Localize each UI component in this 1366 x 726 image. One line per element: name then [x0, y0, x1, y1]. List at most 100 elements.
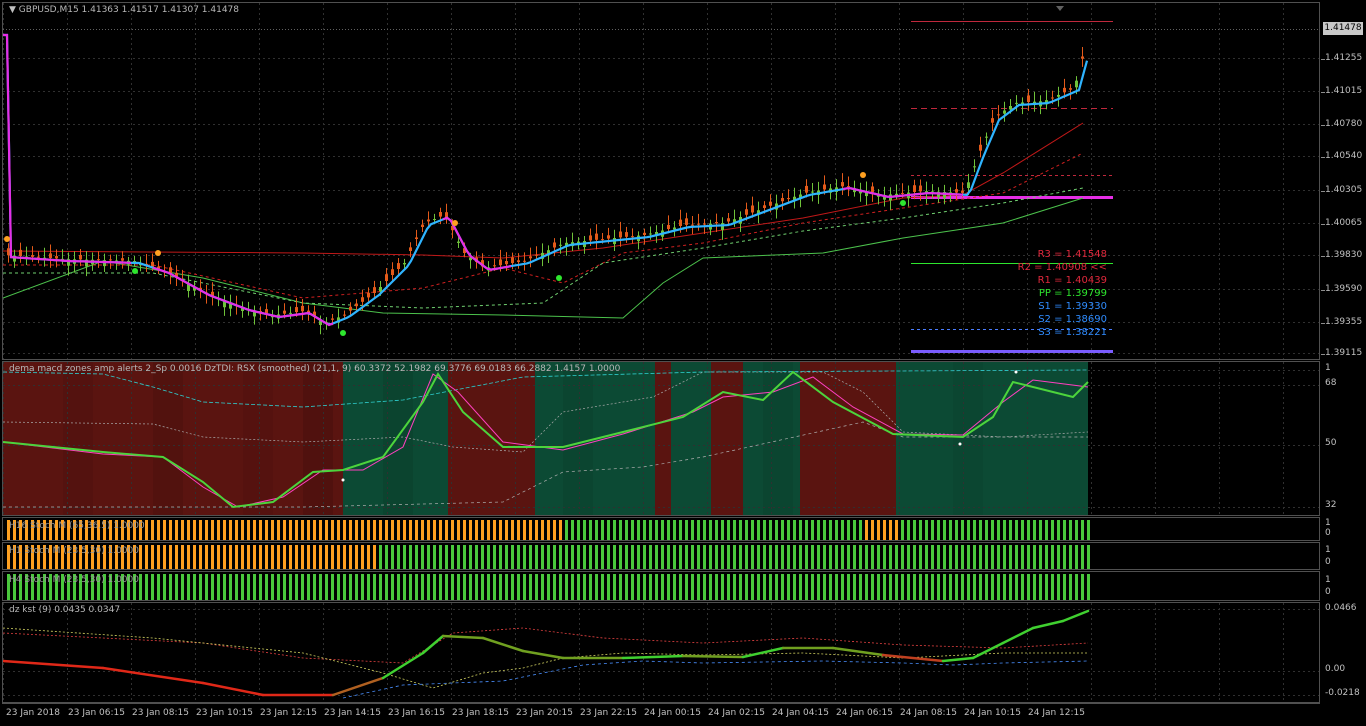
- stoch-bar: [151, 545, 154, 569]
- stoch-bar: [319, 545, 322, 569]
- tdi-indicator-pane[interactable]: dema macd zones amp alerts 2_Sp 0.0016 D…: [2, 361, 1320, 516]
- stoch-bar: [463, 545, 466, 569]
- stoch-bar: [1051, 545, 1054, 569]
- stoch-bar: [913, 574, 916, 600]
- stoch-bar: [595, 545, 598, 569]
- pivot-label: S3 = 1.38221: [1038, 327, 1107, 338]
- stoch-bar: [421, 545, 424, 569]
- stoch-bar: [655, 545, 658, 569]
- stoch-h4-pane[interactable]: H4 Stoch M (23,5,30) 1.0000: [2, 571, 1320, 601]
- slow-ma-green: [3, 197, 1084, 319]
- stoch-bar: [457, 574, 460, 600]
- stoch-bar: [751, 574, 754, 600]
- stoch-bar: [205, 520, 208, 540]
- stoch-bar: [583, 520, 586, 540]
- stoch-bar: [199, 574, 202, 600]
- main-chart-pane[interactable]: ▼ GBPUSD,M15 1.41363 1.41517 1.41307 1.4…: [2, 2, 1320, 360]
- stoch-bar: [811, 520, 814, 540]
- stoch-bar: [127, 520, 130, 540]
- stoch-bar: [493, 574, 496, 600]
- stoch-bar: [1033, 520, 1036, 540]
- stoch-h16-pane[interactable]: H16 Stoch M (65,36,5) 1.0000: [2, 517, 1320, 541]
- candle: [523, 260, 526, 262]
- candle: [601, 239, 604, 241]
- stoch-bar: [283, 574, 286, 600]
- stoch-bar: [457, 520, 460, 540]
- stoch-bar: [835, 545, 838, 569]
- stoch-bar: [109, 545, 112, 569]
- stoch-bar: [697, 545, 700, 569]
- stoch-bar: [103, 545, 106, 569]
- candle: [55, 256, 58, 259]
- kst-line-segment: [101, 666, 205, 685]
- stoch-bar: [217, 520, 220, 540]
- candle: [649, 233, 652, 235]
- time-axis-label: 24 Jan 00:15: [644, 708, 701, 718]
- stoch-bar: [337, 574, 340, 600]
- candle: [37, 256, 40, 258]
- stoch-bar: [529, 520, 532, 540]
- stoch-bar: [1021, 520, 1024, 540]
- stoch-bar: [85, 520, 88, 540]
- stoch-bar: [1009, 574, 1012, 600]
- stoch-bar: [877, 520, 880, 540]
- stoch-bar: [931, 520, 934, 540]
- stoch-bar: [781, 520, 784, 540]
- time-axis-label: 24 Jan 04:15: [772, 708, 829, 718]
- stoch-bar: [667, 574, 670, 600]
- price-axis-label: 1.40065: [1325, 218, 1363, 228]
- candle: [241, 307, 244, 312]
- kst-indicator-pane[interactable]: dz kst (9) 0.0435 0.0347: [2, 602, 1320, 703]
- stoch-bar: [949, 520, 952, 540]
- stoch-bar: [433, 574, 436, 600]
- stoch-bar: [931, 574, 934, 600]
- time-axis-label: 24 Jan 10:15: [964, 708, 1021, 718]
- stoch-bar: [127, 545, 130, 569]
- stoch-h1-pane[interactable]: H1 Stoch M (23,5,30) 1.0000: [2, 542, 1320, 570]
- stoch-bar: [1003, 574, 1006, 600]
- price-chart: [3, 3, 1319, 359]
- stoch-bar: [277, 574, 280, 600]
- y-label: 0: [1325, 557, 1331, 567]
- stoch-bar: [67, 520, 70, 540]
- stoch-bar: [55, 545, 58, 569]
- stoch-bar: [985, 545, 988, 569]
- candle: [607, 235, 610, 239]
- stoch-bar: [1003, 520, 1006, 540]
- tdi-dot: [1014, 370, 1018, 374]
- shift-marker-icon[interactable]: [1056, 6, 1064, 11]
- price-axis-label: 1.40305: [1325, 185, 1363, 195]
- stoch-bar: [589, 574, 592, 600]
- candle: [547, 250, 550, 255]
- stoch-bar: [325, 520, 328, 540]
- candle: [1051, 97, 1054, 99]
- axis-tick: [1321, 125, 1325, 126]
- stoch-bar: [313, 545, 316, 569]
- stoch-bar: [757, 545, 760, 569]
- stoch-bar: [493, 545, 496, 569]
- stoch-bar: [223, 545, 226, 569]
- kst-line-segment: [831, 646, 885, 657]
- stoch-bar: [763, 520, 766, 540]
- stoch-bar: [1021, 574, 1024, 600]
- collapse-triangle-icon[interactable]: ▼: [9, 5, 16, 15]
- candle: [943, 192, 946, 199]
- stoch-bar: [673, 545, 676, 569]
- pivot-label: S2 = 1.38690: [1038, 314, 1107, 325]
- stoch-bar: [757, 574, 760, 600]
- candle: [811, 191, 814, 193]
- candle: [379, 287, 382, 292]
- kst-line-segment: [621, 654, 685, 660]
- stoch-bar: [247, 545, 250, 569]
- time-axis-label: 24 Jan 02:15: [708, 708, 765, 718]
- tdi-title: dema macd zones amp alerts 2_Sp 0.0016 D…: [9, 364, 621, 374]
- candle: [289, 312, 292, 314]
- price-axis-label: 1.40780: [1325, 119, 1363, 129]
- candle: [433, 219, 436, 220]
- stoch-bar: [301, 574, 304, 600]
- stoch-bar: [721, 574, 724, 600]
- stoch-bar: [103, 520, 106, 540]
- candle: [511, 257, 514, 264]
- stoch-bar: [151, 574, 154, 600]
- stoch-bar: [709, 574, 712, 600]
